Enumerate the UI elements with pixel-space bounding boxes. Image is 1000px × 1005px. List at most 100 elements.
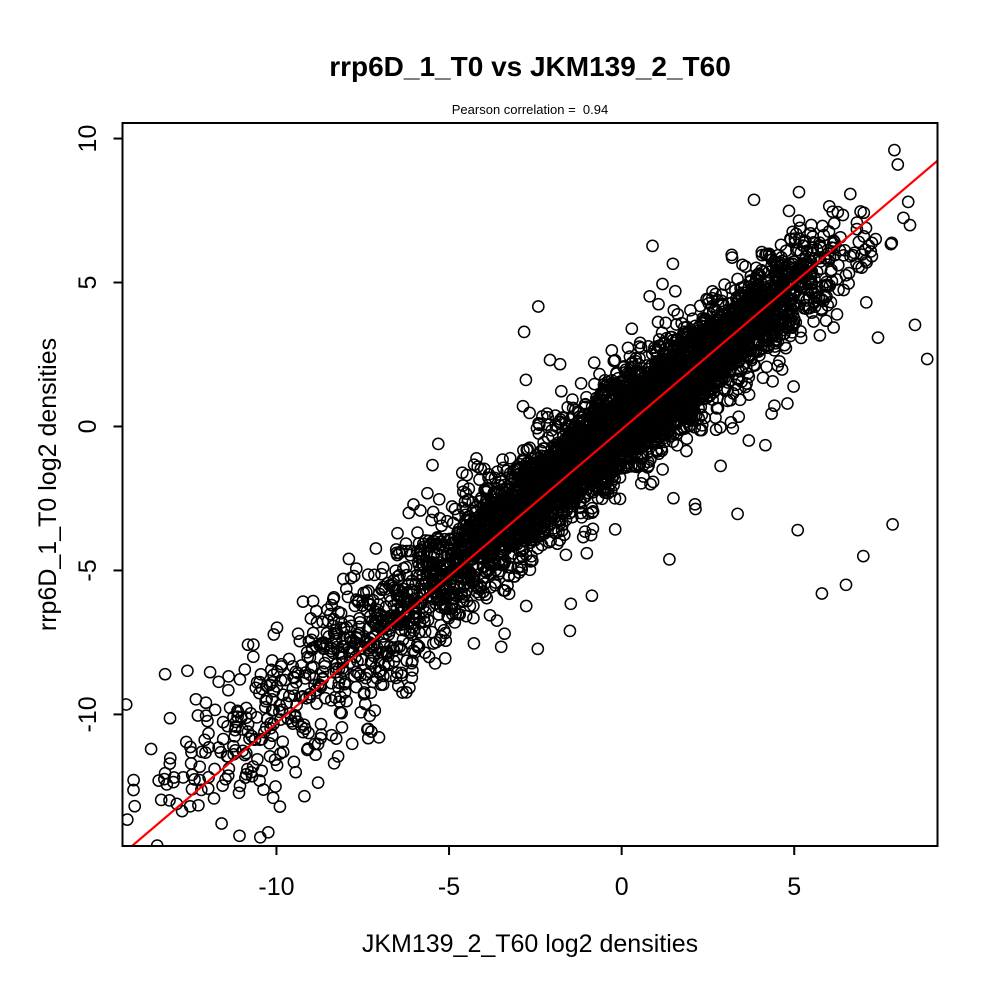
- data-point: [219, 772, 232, 786]
- data-point: [421, 486, 434, 500]
- data-point: [289, 765, 303, 779]
- data-point: [668, 284, 682, 298]
- data-point: [359, 585, 373, 599]
- data-point: [656, 463, 669, 476]
- data-point: [312, 677, 325, 691]
- data-point: [403, 626, 417, 639]
- data-point: [608, 353, 622, 367]
- data-point: [608, 523, 622, 536]
- data-point: [739, 260, 752, 273]
- data-point: [688, 497, 702, 511]
- data-point: [718, 278, 731, 291]
- data-point: [687, 341, 701, 355]
- data-point: [202, 740, 216, 754]
- data-point: [154, 793, 168, 807]
- data-point: [430, 537, 444, 551]
- data-point: [440, 514, 454, 528]
- data-point: [467, 637, 481, 650]
- data-point: [742, 370, 756, 384]
- data-point: [391, 526, 404, 540]
- data-point: [426, 458, 439, 472]
- data-point: [461, 563, 475, 577]
- data-point: [787, 380, 800, 393]
- data-point: [459, 609, 473, 623]
- data-point: [314, 717, 328, 731]
- data-point: [192, 798, 205, 812]
- data-point: [633, 336, 647, 350]
- data-point: [765, 407, 778, 420]
- data-point: [781, 397, 794, 410]
- data-point: [306, 626, 320, 640]
- data-point: [600, 378, 614, 392]
- data-point: [815, 302, 828, 316]
- data-point: [782, 204, 796, 218]
- data-point: [776, 294, 790, 308]
- data-point: [646, 475, 660, 489]
- data-point: [241, 762, 254, 776]
- data-point: [656, 277, 669, 291]
- data-point: [347, 569, 361, 583]
- data-point: [646, 239, 659, 253]
- data-point: [334, 690, 347, 704]
- data-point: [221, 683, 235, 697]
- data-point: [908, 318, 922, 332]
- data-point: [776, 276, 789, 289]
- data-point: [836, 208, 850, 222]
- data-point: [369, 542, 383, 555]
- data-point: [669, 318, 683, 331]
- data-point: [805, 286, 819, 299]
- data-point: [280, 696, 294, 710]
- data-point: [309, 604, 323, 618]
- data-point: [666, 435, 680, 448]
- data-point: [822, 254, 836, 268]
- data-point: [167, 771, 181, 784]
- data-point: [652, 297, 665, 311]
- data-point: [412, 625, 426, 639]
- data-point: [753, 348, 766, 362]
- data-point: [272, 705, 286, 719]
- data-point: [160, 778, 174, 791]
- data-point: [885, 236, 899, 250]
- data-point: [235, 723, 249, 736]
- data-point: [658, 435, 671, 449]
- data-point: [349, 680, 363, 694]
- data-point: [670, 438, 684, 452]
- data-point: [333, 695, 346, 709]
- data-point: [405, 574, 419, 588]
- data-point: [748, 359, 762, 372]
- data-point: [532, 418, 546, 432]
- data-point: [803, 260, 817, 274]
- data-point: [501, 560, 515, 574]
- data-point: [194, 783, 208, 797]
- data-point: [471, 460, 485, 474]
- data-point: [321, 603, 334, 616]
- data-point: [749, 261, 763, 275]
- data-point: [246, 650, 260, 664]
- data-point: [658, 431, 671, 445]
- data-point: [865, 249, 879, 263]
- data-point: [163, 757, 177, 770]
- data-point: [300, 645, 314, 659]
- data-point: [846, 248, 860, 262]
- data-point: [199, 709, 213, 723]
- data-point: [361, 637, 375, 651]
- data-point: [185, 746, 198, 759]
- data-point: [759, 438, 772, 452]
- data-point: [305, 660, 318, 674]
- data-point: [703, 388, 717, 402]
- data-point: [451, 547, 465, 561]
- data-point: [247, 638, 260, 651]
- data-point: [768, 399, 781, 413]
- data-point: [689, 502, 702, 516]
- data-point: [610, 378, 624, 392]
- data-point: [361, 731, 375, 745]
- data-point: [314, 637, 328, 650]
- data-point: [361, 622, 375, 635]
- data-point: [598, 477, 612, 491]
- data-point: [228, 723, 242, 737]
- data-point: [432, 492, 446, 506]
- data-point: [207, 792, 221, 805]
- data-point: [399, 686, 413, 699]
- data-point: [181, 664, 194, 678]
- data-point: [300, 691, 313, 705]
